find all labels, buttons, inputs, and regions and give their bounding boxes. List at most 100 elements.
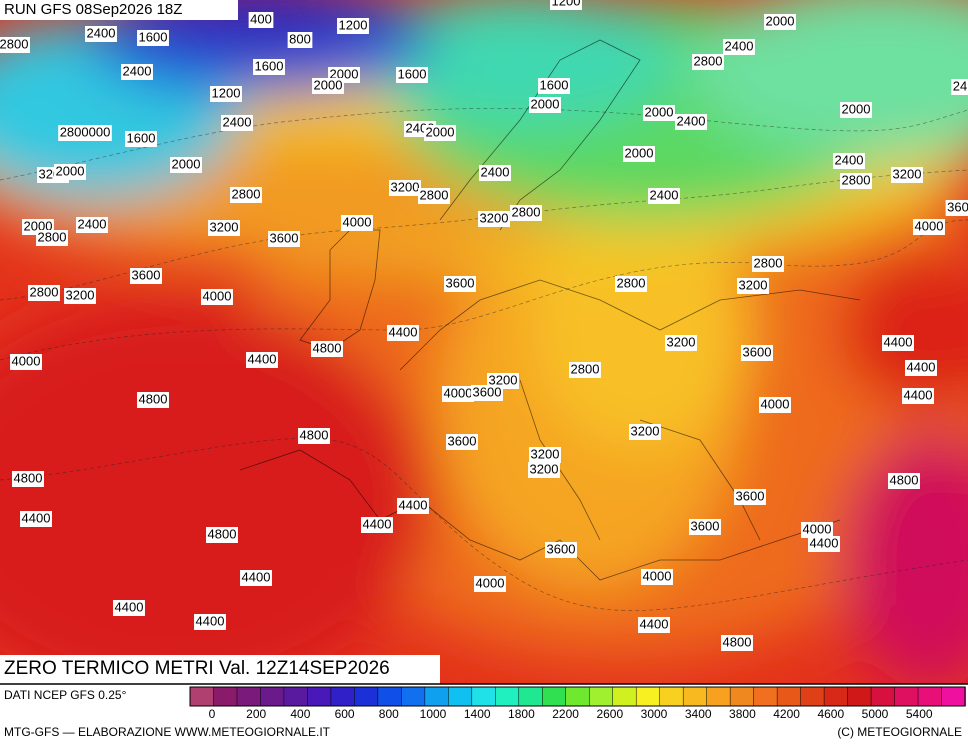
contour-value: 400 <box>250 11 272 26</box>
contour-label: 3200 <box>528 461 560 478</box>
colorbar-label: 3400 <box>685 707 712 721</box>
contour-label: 3600 <box>444 275 476 292</box>
contour-label: 4400 <box>902 387 934 404</box>
colorbar-label: 2200 <box>552 707 579 721</box>
label-box <box>194 614 226 630</box>
color-swatch <box>941 686 966 707</box>
contour-label: 4400 <box>361 516 393 533</box>
contour-label: 2400 <box>675 113 707 130</box>
color-swatch <box>776 686 802 707</box>
contour-value: 2800 <box>38 229 67 244</box>
contour-label: 4000 <box>10 353 42 370</box>
label-box <box>230 187 262 203</box>
label-box <box>734 489 766 505</box>
color-swatch <box>635 686 661 707</box>
label-box <box>206 527 238 543</box>
contour-value: 3200 <box>66 287 95 302</box>
label-box <box>545 542 577 558</box>
contour-value: 4800 <box>723 634 752 649</box>
label-box <box>902 388 934 404</box>
label-box <box>737 278 769 294</box>
contour-label: 2800 <box>510 204 542 221</box>
label-box <box>113 600 145 616</box>
contour-label: 2400 <box>833 152 865 169</box>
contour-value: 800 <box>289 31 311 46</box>
contour-value: 4000 <box>476 575 505 590</box>
contour-value: 4400 <box>904 387 933 402</box>
contour-label: 2400 <box>121 63 153 80</box>
contour-label: 2800 <box>752 255 784 272</box>
color-swatch <box>401 686 426 707</box>
contour-label: 4800 <box>888 472 920 489</box>
label-box <box>442 386 474 402</box>
label-box <box>76 217 108 233</box>
contour-value: 1200 <box>339 17 368 32</box>
contour-label: 1600 <box>396 66 428 83</box>
color-swatch <box>659 686 684 707</box>
contour-label: 2000 <box>312 77 344 94</box>
contour-label: 4400 <box>905 359 937 376</box>
color-swatch <box>823 686 849 707</box>
label-box <box>840 102 872 118</box>
contour-label: 2800 <box>230 186 262 203</box>
contour-label: 2400 <box>76 216 108 233</box>
contour-label: 3600 <box>268 230 300 247</box>
contour-value: 4400 <box>399 497 428 512</box>
contour-value: 4000 <box>343 214 372 229</box>
contour-label: 4800 <box>206 526 238 543</box>
contour-label: 3600 <box>130 267 162 284</box>
contour-value: 2000 <box>172 156 201 171</box>
contour-value: 3200 <box>210 219 239 234</box>
contour-value: 2400 <box>123 63 152 78</box>
contour-label: 3200 <box>665 334 697 351</box>
contour-label: 2800 <box>840 172 872 189</box>
label-box <box>125 131 157 147</box>
label-box <box>550 0 582 10</box>
contour-label: 4000 <box>913 218 945 235</box>
label-box <box>479 165 511 181</box>
contour-value: 4000 <box>12 353 41 368</box>
color-swatch <box>471 686 497 707</box>
credit: MTG-GFS — ELABORAZIONE WWW.METEOGIORNALE… <box>4 725 331 739</box>
contour-label: 3200 <box>529 446 561 463</box>
contour-value: 2000 <box>330 66 359 81</box>
label-box <box>752 256 784 272</box>
contour-value: 1200 <box>552 0 581 8</box>
contour-label: 3200 <box>208 219 240 236</box>
contour-value: 4400 <box>640 616 669 631</box>
contour-value: 3600 <box>446 275 475 290</box>
contour-label: 24 <box>951 78 968 95</box>
contour-label: 1600 <box>125 130 157 147</box>
copyright: (C) METEOGIORNALE <box>837 725 962 739</box>
label-box <box>418 188 450 204</box>
label-box <box>905 360 937 376</box>
label-box <box>638 617 670 633</box>
label-box <box>312 78 344 94</box>
label-box <box>311 341 343 357</box>
contour-label: 3200 <box>891 166 923 183</box>
contour-value: 1600 <box>398 66 427 81</box>
contour-value: 2800 <box>754 255 783 270</box>
label-box <box>10 354 42 370</box>
label-box <box>361 517 393 533</box>
contour-value: 2800 <box>420 187 449 202</box>
label-box <box>801 522 833 538</box>
label-box <box>945 200 968 216</box>
contour-labels: 1200 400 1200 800 2400 1600 2800 2000 2400 2800 16… <box>0 0 968 651</box>
contour-value: 4400 <box>884 334 913 349</box>
label-box <box>268 231 300 247</box>
contour-value: 2800 <box>842 172 871 187</box>
label-box <box>341 215 373 231</box>
label-box <box>396 67 428 83</box>
color-swatch <box>354 686 379 707</box>
contour-value: 3600 <box>448 433 477 448</box>
colorbar-label: 800 <box>379 707 399 721</box>
contour-label: 2000 <box>623 145 655 162</box>
color-swatch <box>917 686 943 707</box>
contour-value: 2800 <box>0 36 28 51</box>
label-box <box>913 219 945 235</box>
contour-value: 4800 <box>313 340 342 355</box>
contour-value: 2800 <box>232 186 261 201</box>
label-box <box>721 635 753 651</box>
label-box <box>882 335 914 351</box>
